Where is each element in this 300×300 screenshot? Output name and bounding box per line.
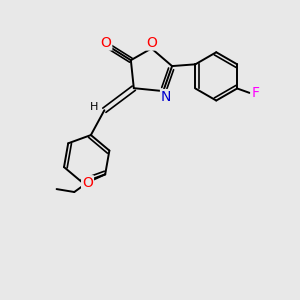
Text: O: O (100, 35, 111, 50)
Text: O: O (82, 176, 93, 190)
Text: N: N (161, 90, 171, 104)
Text: F: F (251, 86, 260, 100)
Text: H: H (90, 102, 98, 112)
Text: O: O (146, 35, 157, 50)
